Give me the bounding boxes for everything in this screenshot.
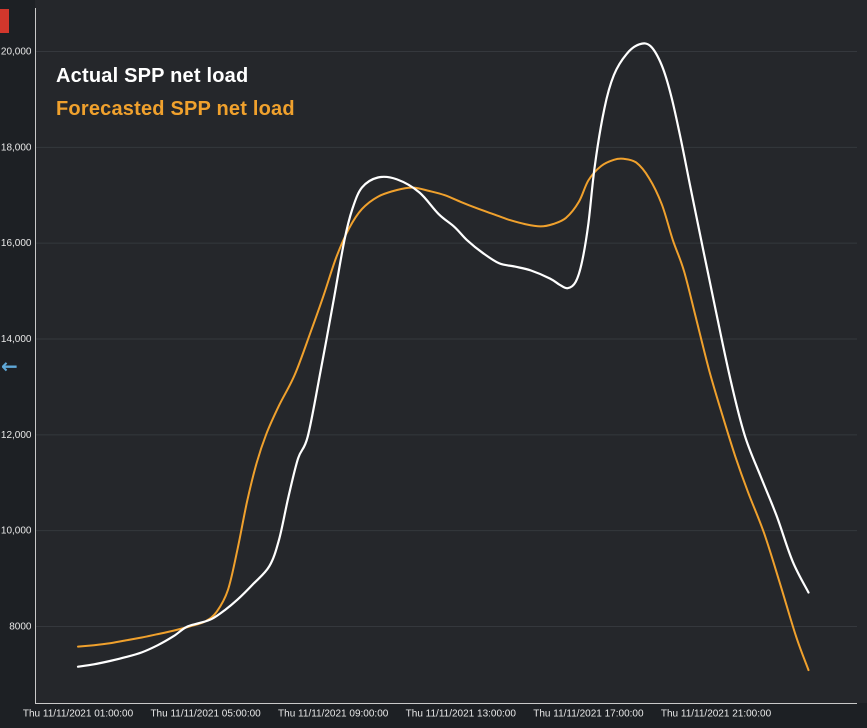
- x-tick-label: Thu 11/11/2021 21:00:00: [661, 709, 772, 720]
- gridlines: [36, 51, 857, 627]
- y-tick-label: 16,000: [1, 238, 32, 249]
- y-tick-label: 18,000: [1, 142, 32, 153]
- legend-item-forecast: Forecasted SPP net load: [56, 98, 295, 120]
- y-tick-label: 8000: [9, 622, 32, 633]
- y-tick-label: 10,000: [1, 526, 32, 537]
- y-tick-label: 12,000: [1, 430, 32, 441]
- x-tick-label: Thu 11/11/2021 05:00:00: [150, 709, 261, 720]
- back-arrow-icon[interactable]: ←: [1, 354, 18, 378]
- y-tick-label: 20,000: [1, 47, 32, 58]
- x-tick-label: Thu 11/11/2021 13:00:00: [406, 709, 517, 720]
- legend-item-actual: Actual SPP net load: [56, 65, 249, 87]
- x-axis-tick-labels: Thu 11/11/2021 01:00:00 Thu 11/11/2021 05…: [23, 709, 772, 720]
- x-tick-label: Thu 11/11/2021 01:00:00: [23, 709, 134, 720]
- y-tick-label: 14,000: [1, 334, 32, 345]
- series-line-forecast: [77, 157, 810, 672]
- y-axis-tick-labels: 20,000 18,000 16,000 14,000 12,000 10,000 8000: [1, 47, 32, 633]
- x-tick-label: Thu 11/11/2021 17:00:00: [533, 709, 644, 720]
- red-edge-marker: [0, 9, 9, 33]
- plot-background: [35, 0, 867, 703]
- x-tick-label: Thu 11/11/2021 09:00:00: [278, 709, 389, 720]
- series-line-actual: [76, 42, 810, 668]
- chart-legend: Actual SPP net load Forecasted SPP net l…: [56, 60, 295, 126]
